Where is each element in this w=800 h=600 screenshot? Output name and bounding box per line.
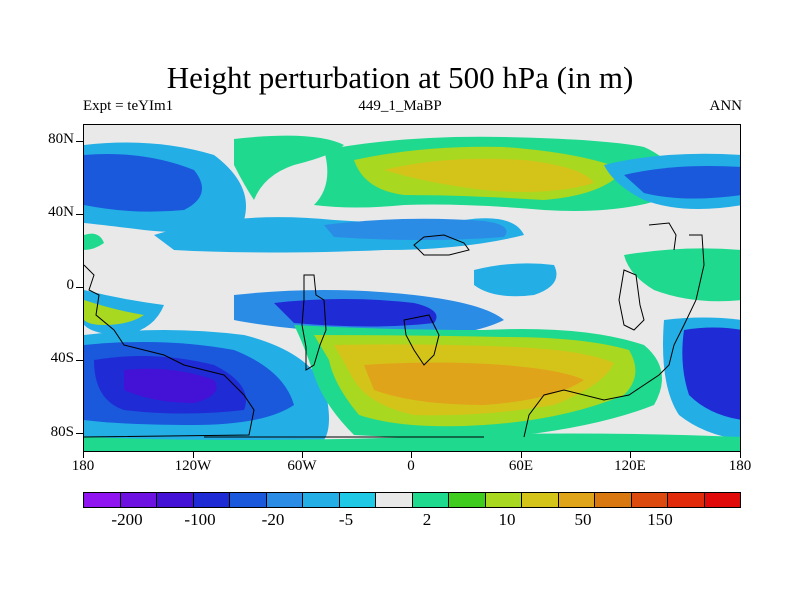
y-tick — [76, 360, 83, 361]
colorbar-swatch — [230, 493, 267, 507]
colorbar-swatch — [631, 493, 668, 507]
field-tropic-green-east — [624, 248, 740, 302]
colorbar-swatch — [595, 493, 632, 507]
coast-australia — [618, 269, 645, 331]
colorbar-label: -100 — [184, 510, 216, 529]
x-tick — [411, 452, 412, 458]
period-label: 449_1_MaBP — [358, 98, 442, 114]
colorbar-label: 150 — [647, 510, 673, 529]
colorbar-label: 2 — [422, 510, 432, 529]
x-tick-label: 60E — [508, 458, 534, 474]
x-tick-label: 180 — [71, 458, 95, 474]
y-tick — [76, 141, 83, 142]
y-tick — [76, 433, 83, 434]
map-field — [84, 125, 740, 451]
x-tick-label: 180 — [728, 458, 752, 474]
x-tick-label: 0 — [407, 458, 415, 474]
field-midlat-blue — [324, 218, 507, 240]
season-label: ANN — [709, 98, 743, 114]
coast-south-america — [301, 274, 327, 371]
colorbar-label: 10 — [498, 510, 516, 529]
x-tick — [521, 452, 522, 458]
x-tick-label: 120W — [174, 458, 212, 474]
field-nh-green-west — [234, 135, 344, 200]
x-tick — [83, 452, 84, 458]
colorbar-swatch — [84, 493, 121, 507]
y-tick — [76, 287, 83, 288]
colorbar-swatch — [522, 493, 559, 507]
colorbar-swatch — [558, 493, 595, 507]
colorbar-label: -20 — [261, 510, 285, 529]
x-tick — [302, 452, 303, 458]
colorbar — [83, 492, 741, 508]
y-tick-label: 80N — [48, 131, 74, 147]
colorbar-swatch — [157, 493, 194, 507]
field-sh-ridge-orange — [364, 362, 584, 405]
x-tick-label: 120E — [614, 458, 646, 474]
colorbar-swatch — [449, 493, 486, 507]
y-tick — [76, 214, 83, 215]
contour-map — [83, 124, 741, 452]
field-tropic-green-west — [84, 233, 104, 250]
field-sh-trough-violet — [124, 368, 217, 403]
colorbar-swatch — [193, 493, 230, 507]
colorbar-swatch — [376, 493, 413, 507]
y-tick-label: 80S — [50, 424, 74, 440]
coast-africa — [403, 314, 440, 366]
x-tick-label: 60W — [287, 458, 317, 474]
colorbar-label: -200 — [111, 510, 143, 529]
colorbar-swatch — [303, 493, 340, 507]
y-tick-label: 40N — [48, 204, 74, 220]
field-polar-strip — [84, 433, 740, 451]
colorbar-swatch — [266, 493, 303, 507]
colorbar-swatch — [339, 493, 376, 507]
coast-southeast-asia — [413, 234, 470, 256]
coast-new-guinea — [523, 234, 705, 438]
colorbar-swatch — [120, 493, 157, 507]
experiment-label: Expt = teYIm1 — [83, 98, 174, 114]
colorbar-label: 50 — [574, 510, 592, 529]
coast-north-america — [648, 222, 677, 251]
field-tropic-cyan — [474, 263, 557, 297]
field-sh-east-blue — [682, 327, 740, 420]
colorbar-swatch — [668, 493, 705, 507]
y-tick-label: 40S — [50, 350, 74, 366]
x-tick — [740, 452, 741, 458]
field-nh-blue — [84, 154, 202, 212]
field-sh-lime-west — [84, 300, 144, 325]
colorbar-swatch — [704, 493, 740, 507]
colorbar-swatch — [412, 493, 449, 507]
colorbar-label: -5 — [338, 510, 354, 529]
plot-title: Height perturbation at 500 hPa (in m) — [166, 60, 634, 95]
field-nh-darkblue-east — [624, 166, 740, 199]
coast-east-pacific — [84, 264, 255, 438]
field-nh-yellow — [384, 158, 594, 192]
y-tick-label: 0 — [66, 277, 75, 293]
x-tick — [193, 452, 194, 458]
x-tick — [630, 452, 631, 458]
colorbar-swatch — [485, 493, 522, 507]
coastlines — [84, 222, 705, 438]
field-sh-darkblue — [274, 299, 437, 327]
